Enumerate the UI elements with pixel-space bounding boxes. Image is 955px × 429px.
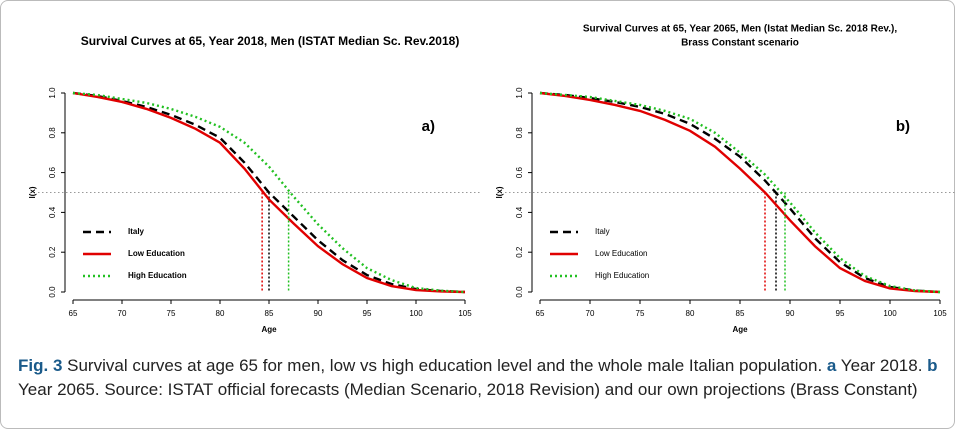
x-axis-label: Age (261, 325, 277, 334)
x-tick-label: 90 (314, 309, 323, 318)
y-tick-label: 0.8 (48, 127, 57, 139)
legend-label: Italy (128, 227, 145, 236)
x-tick-label: 100 (883, 309, 897, 318)
x-tick-label: 105 (458, 309, 472, 318)
y-axis-label: l(x) (28, 186, 37, 198)
x-tick-label: 75 (167, 309, 176, 318)
y-tick-label: 1.0 (515, 87, 524, 99)
y-tick-label: 0.6 (48, 166, 57, 178)
legend-label: Low Education (595, 249, 647, 258)
x-axis-label: Age (732, 325, 748, 334)
x-tick-label: 105 (933, 309, 947, 318)
caption-text: Survival curves at age 65 for men, low v… (62, 356, 827, 375)
x-tick-label: 70 (118, 309, 127, 318)
y-tick-label: 0.0 (48, 286, 57, 298)
series-line (539, 91, 941, 294)
x-tick-label: 70 (586, 309, 595, 318)
x-tick-label: 85 (736, 309, 745, 318)
series-line (72, 91, 466, 294)
series-line (539, 91, 941, 294)
x-tick-label: 95 (363, 309, 372, 318)
legend-label: Italy (595, 227, 610, 236)
y-tick-label: 0.0 (515, 286, 524, 298)
annotation: b) (896, 118, 910, 135)
caption-text: a (826, 356, 837, 375)
x-tick-label: 80 (216, 309, 225, 318)
legend-label: High Education (595, 271, 649, 280)
y-axis-label: l(x) (495, 186, 504, 198)
x-tick-label: 100 (409, 309, 423, 318)
x-tick-label: 90 (786, 309, 795, 318)
series-line (72, 91, 466, 294)
y-tick-label: 0.8 (515, 127, 524, 139)
caption-text: b (927, 356, 938, 375)
caption-text: Year 2065. Source: ISTAT official foreca… (18, 380, 918, 399)
caption: Fig. 3 Survival curves at age 65 for men… (18, 354, 938, 402)
x-tick-label: 95 (836, 309, 845, 318)
annotation: a) (422, 118, 435, 135)
chart-title: Survival Curves at 65, Year 2018, Men (I… (81, 34, 460, 48)
y-tick-label: 0.4 (48, 206, 57, 218)
series-line (72, 91, 466, 294)
legend-label: Low Education (128, 249, 185, 258)
x-tick-label: 75 (636, 309, 645, 318)
x-tick-label: 65 (69, 309, 78, 318)
x-tick-label: 80 (686, 309, 695, 318)
caption-text: Fig. 3 (18, 356, 63, 375)
y-tick-label: 1.0 (48, 87, 57, 99)
series-line (539, 91, 941, 294)
chart-title: Brass Constant scenario (681, 38, 799, 49)
legend-label: High Education (128, 271, 187, 280)
y-tick-label: 0.4 (515, 206, 524, 218)
caption-text: Year 2018. (836, 356, 928, 375)
figure: Survival Curves at 65, Year 2018, Men (I… (28, 24, 955, 334)
x-tick-label: 65 (536, 309, 545, 318)
x-tick-label: 85 (265, 309, 274, 318)
y-tick-label: 0.2 (515, 246, 524, 258)
chart-title: Survival Curves at 65, Year 2065, Men (I… (583, 24, 897, 35)
y-tick-label: 0.6 (515, 166, 524, 178)
y-tick-label: 0.2 (48, 246, 57, 258)
